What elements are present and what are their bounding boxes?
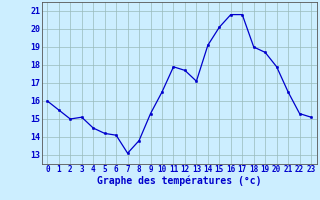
X-axis label: Graphe des températures (°c): Graphe des températures (°c) <box>97 176 261 186</box>
